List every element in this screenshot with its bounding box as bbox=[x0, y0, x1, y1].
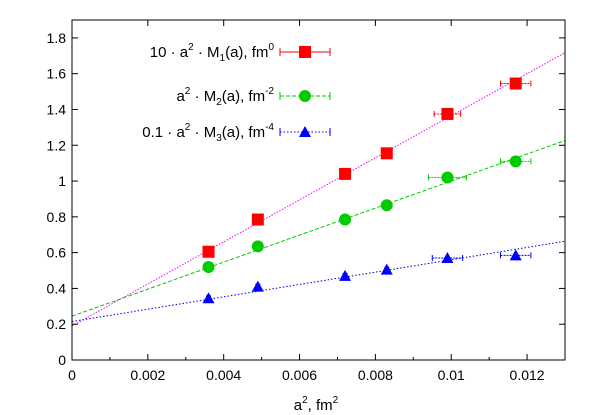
series-2-point bbox=[339, 213, 352, 226]
x-tick-label: 0.008 bbox=[358, 367, 393, 383]
y-tick-label: 1.2 bbox=[47, 137, 67, 153]
fit-line-3 bbox=[71, 240, 566, 323]
x-tick-label: 0 bbox=[68, 367, 76, 383]
legend-label: 0.1 · a2 · M3(a), fm-4 bbox=[142, 122, 274, 144]
y-tick-label: 0.6 bbox=[47, 245, 67, 261]
series-2-point bbox=[509, 155, 522, 168]
y-tick-label: 0.2 bbox=[47, 316, 67, 332]
series-3-point bbox=[380, 263, 393, 275]
series-2-point bbox=[441, 171, 454, 184]
series-1-point bbox=[380, 147, 393, 160]
fit-lines bbox=[71, 52, 566, 327]
series-3-point bbox=[339, 269, 352, 281]
legend-entry-2: a2 · M2(a), fm-2 bbox=[176, 86, 331, 108]
fit-line-2 bbox=[71, 140, 566, 317]
y-tick-label: 0.8 bbox=[47, 209, 67, 225]
series-1-point bbox=[509, 77, 522, 90]
series-3-point bbox=[441, 252, 454, 263]
x-axis-label: a2, fm2 bbox=[294, 395, 339, 414]
y-tick-label: 1 bbox=[58, 173, 66, 189]
y-tick-label: 0.4 bbox=[47, 280, 67, 296]
series-3-point bbox=[202, 292, 215, 304]
x-tick-label: 0.01 bbox=[438, 367, 465, 383]
x-tick-label: 0.002 bbox=[130, 367, 165, 383]
plot-frame bbox=[71, 19, 566, 361]
fit-line-1 bbox=[71, 52, 566, 327]
series-3-point bbox=[509, 249, 522, 261]
y-tick-label: 1.8 bbox=[47, 30, 67, 46]
series-3-point bbox=[251, 280, 264, 292]
y-tick-label: 1.6 bbox=[47, 66, 67, 82]
y-tick-label: 1.4 bbox=[47, 101, 67, 117]
data-points bbox=[202, 77, 532, 304]
series-1-point bbox=[339, 167, 352, 180]
series-2-point bbox=[202, 260, 215, 273]
x-tick-label: 0.004 bbox=[206, 367, 241, 383]
series-2-point bbox=[380, 199, 393, 212]
legend-label: 10 · a2 · M1(a), fm0 bbox=[150, 42, 275, 64]
series-1-point bbox=[251, 213, 264, 226]
series-2-point bbox=[251, 240, 264, 253]
x-tick-label: 0.006 bbox=[282, 367, 317, 383]
legend: 10 · a2 · M1(a), fm0 a2 · M2(a), fm-2 0.1 … bbox=[142, 42, 331, 144]
x-tick-label: 0.012 bbox=[510, 367, 545, 383]
legend-entry-3: 0.1 · a2 · M3(a), fm-4 bbox=[142, 122, 331, 144]
legend-marker bbox=[299, 126, 311, 137]
legend-entry-1: 10 · a2 · M1(a), fm0 bbox=[150, 42, 331, 64]
series-1-point bbox=[441, 107, 454, 120]
legend-marker bbox=[299, 90, 311, 102]
series-1-point bbox=[202, 245, 215, 258]
legend-label: a2 · M2(a), fm-2 bbox=[176, 86, 274, 108]
y-tick-label: 0 bbox=[58, 352, 66, 368]
legend-marker bbox=[299, 46, 311, 58]
